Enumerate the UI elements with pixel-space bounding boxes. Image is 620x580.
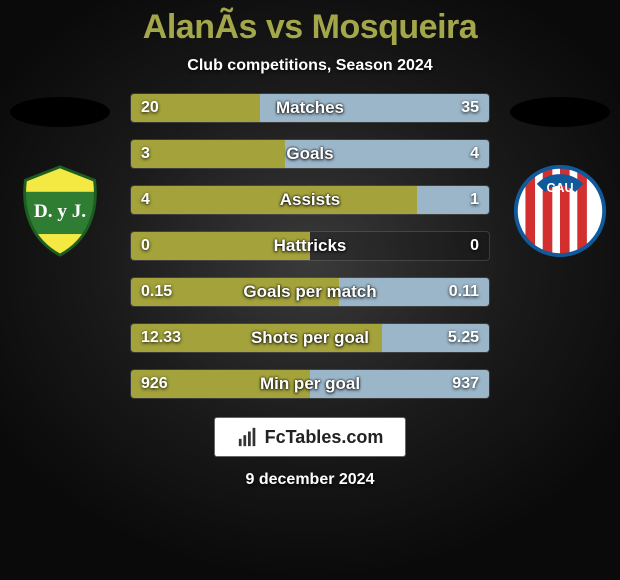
stat-label: Goals [131, 140, 489, 168]
shield-icon: CAU [512, 163, 608, 259]
left-team-column: D. y J. [0, 93, 120, 264]
crest-text-right: CAU [546, 181, 573, 195]
stat-label: Min per goal [131, 370, 489, 398]
chart-icon [237, 426, 259, 448]
stat-bar: 12.335.25Shots per goal [130, 323, 490, 353]
stat-bar: 00Hattricks [130, 231, 490, 261]
footer-date: 9 december 2024 [246, 471, 375, 489]
stats-bars-column: 2035Matches 34Goals 41Assists 00Hattricks 0.… [120, 93, 500, 399]
shield-icon: D. y J. [12, 163, 108, 259]
player-shadow-left [10, 97, 110, 127]
right-team-column: CAU [500, 93, 620, 264]
left-team-crest: D. y J. [12, 163, 108, 264]
player-shadow-right [510, 97, 610, 127]
stat-bar: 2035Matches [130, 93, 490, 123]
stat-label: Assists [131, 186, 489, 214]
main-row: D. y J. 2035Matches 34Goals 41Assists 00Hat… [0, 93, 620, 399]
stat-label: Goals per match [131, 278, 489, 306]
stat-label: Hattricks [131, 232, 489, 260]
stat-bar: 926937Min per goal [130, 369, 490, 399]
crest-text-left: D. y J. [34, 201, 86, 222]
page-subtitle: Club competitions, Season 2024 [187, 57, 432, 75]
page-title: AlanÃ­s vs Mosqueira [143, 8, 477, 47]
brand-badge[interactable]: FcTables.com [214, 417, 407, 457]
content-wrapper: AlanÃ­s vs Mosqueira Club competitions, … [0, 0, 620, 580]
right-team-crest: CAU [512, 163, 608, 264]
stat-bar: 41Assists [130, 185, 490, 215]
brand-text: FcTables.com [265, 427, 384, 448]
stat-bar: 34Goals [130, 139, 490, 169]
stat-label: Matches [131, 94, 489, 122]
stat-label: Shots per goal [131, 324, 489, 352]
stat-bar: 0.150.11Goals per match [130, 277, 490, 307]
